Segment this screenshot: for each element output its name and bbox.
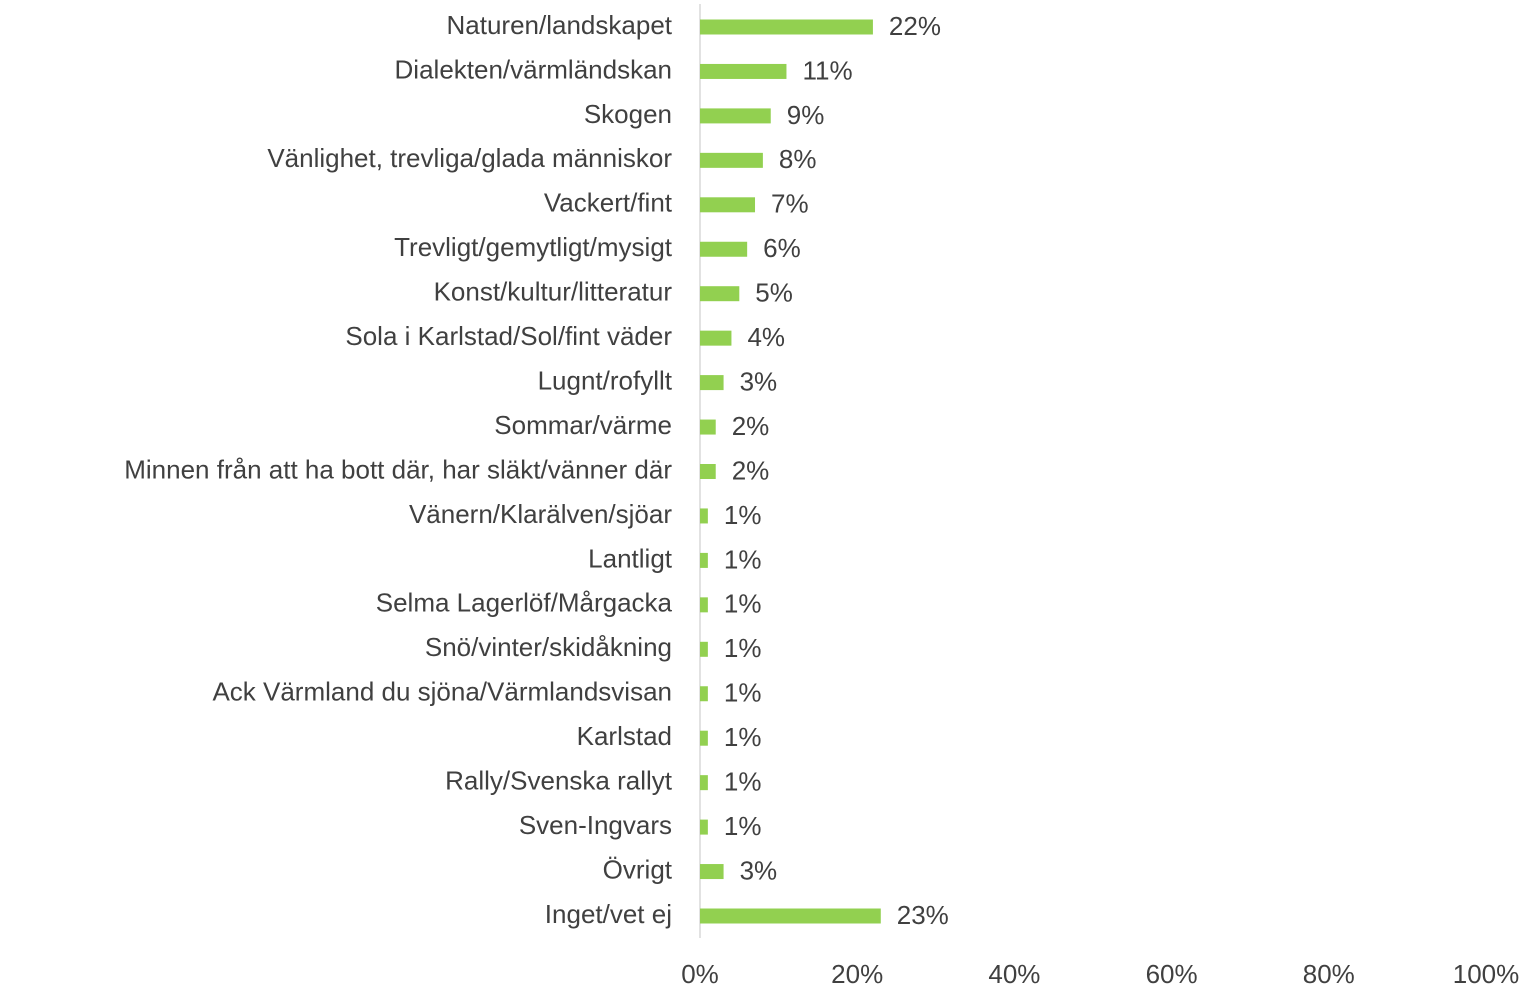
- value-label: 1%: [724, 544, 762, 574]
- value-label: 6%: [763, 233, 801, 263]
- category-label: Vänlighet, trevliga/glada människor: [267, 143, 672, 173]
- bar: [700, 241, 748, 257]
- bar: [700, 108, 771, 124]
- category-label: Vackert/fint: [544, 188, 673, 218]
- bar: [700, 686, 708, 702]
- category-label: Lugnt/rofyllt: [538, 365, 673, 395]
- bar: [700, 197, 756, 213]
- x-tick-label: 80%: [1303, 959, 1355, 989]
- value-label: 2%: [732, 411, 770, 441]
- category-label: Inget/vet ej: [545, 899, 672, 929]
- value-label: 3%: [740, 855, 778, 885]
- category-label: Selma Lagerlöf/Mårgacka: [376, 588, 673, 618]
- bar: [700, 375, 724, 391]
- bar: [700, 19, 873, 35]
- bar: [700, 152, 763, 168]
- bar: [700, 775, 708, 791]
- x-tick-label: 40%: [988, 959, 1040, 989]
- category-label: Naturen/landskapet: [447, 10, 673, 40]
- bar: [700, 464, 716, 479]
- category-label: Lantligt: [588, 543, 673, 573]
- value-label: 1%: [724, 633, 762, 663]
- x-tick-label: 60%: [1146, 959, 1198, 989]
- value-label: 23%: [897, 900, 949, 930]
- x-tick-label: 0%: [681, 959, 719, 989]
- value-label: 11%: [802, 55, 852, 85]
- category-label: Trevligt/gemytligt/mysigt: [394, 232, 673, 262]
- bar: [700, 730, 708, 746]
- value-label: 4%: [747, 322, 785, 352]
- category-label: Sommar/värme: [494, 410, 672, 440]
- category-label: Ack Värmland du sjöna/Värmlandsvisan: [212, 677, 672, 707]
- value-label: 22%: [889, 11, 941, 41]
- value-label: 5%: [755, 278, 793, 308]
- category-label: Rally/Svenska rallyt: [445, 766, 673, 796]
- value-label: 1%: [724, 678, 762, 708]
- value-label: 1%: [724, 589, 762, 619]
- bar: [700, 597, 708, 613]
- category-label: Karlstad: [577, 721, 672, 751]
- value-label: 9%: [787, 100, 825, 130]
- category-label: Dialekten/värmländskan: [395, 54, 672, 84]
- value-label: 1%: [724, 500, 762, 530]
- bar: [700, 508, 708, 524]
- bar: [700, 552, 708, 568]
- bar: [700, 419, 716, 435]
- category-label: Konst/kultur/litteratur: [434, 277, 673, 307]
- category-label: Snö/vinter/skidåkning: [425, 632, 672, 662]
- value-label: 2%: [732, 455, 770, 485]
- category-label: Vänern/Klarälven/sjöar: [409, 499, 672, 529]
- bar: [700, 286, 740, 302]
- bar: [700, 63, 787, 79]
- value-label: 1%: [724, 767, 762, 797]
- bar: [700, 864, 724, 880]
- value-label: 1%: [724, 722, 762, 752]
- value-label: 1%: [724, 811, 762, 841]
- x-tick-label: 20%: [831, 959, 883, 989]
- bar: [700, 641, 708, 657]
- category-label: Övrigt: [603, 854, 673, 884]
- category-label: Minnen från att ha bott där, har släkt/v…: [124, 454, 672, 484]
- category-label: Sven-Ingvars: [519, 810, 672, 840]
- category-label: Sola i Karlstad/Sol/fint väder: [345, 321, 672, 351]
- bar: [700, 330, 732, 346]
- value-label: 3%: [740, 366, 778, 396]
- category-label: Skogen: [584, 99, 672, 129]
- x-tick-label: 100%: [1453, 959, 1520, 989]
- value-label: 8%: [779, 144, 817, 174]
- value-label: 7%: [771, 189, 809, 219]
- bar: [700, 819, 708, 835]
- bar: [700, 908, 881, 924]
